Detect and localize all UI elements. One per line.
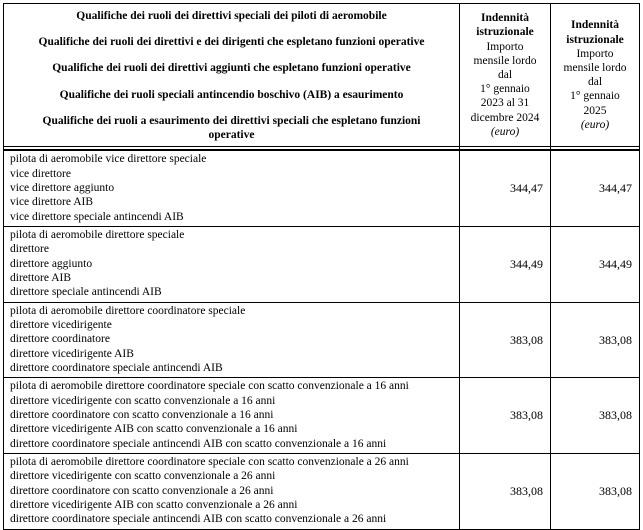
column-header-title: Indennità istruzionale xyxy=(476,12,534,39)
qualifications-cell: pilota di aeromobile vice direttore spec… xyxy=(3,149,460,227)
qualifications-cell: pilota di aeromobile direttore coordinat… xyxy=(3,453,460,530)
column-header-title: Indennità istruzionale xyxy=(566,19,624,46)
qualifications-cell: pilota di aeromobile direttore speciale … xyxy=(3,225,460,303)
value-2023-2024-cell: 344,49 xyxy=(459,225,551,303)
value-2023-2024-cell: 344,47 xyxy=(459,149,551,227)
column-header-unit: (euro) xyxy=(580,118,610,131)
qualifications-header: Qualifiche dei ruoli dei direttivi speci… xyxy=(3,2,460,148)
column-header-2025: Indennità istruzionale Importo mensile l… xyxy=(550,2,640,148)
table-row: pilota di aeromobile direttore coordinat… xyxy=(3,453,640,530)
value-2025-cell: 344,49 xyxy=(550,225,640,303)
header-body-divider xyxy=(3,146,640,152)
header-row: Qualifiche dei ruoli dei direttivi speci… xyxy=(3,2,640,148)
value-2025-cell: 383,08 xyxy=(550,301,640,379)
column-header-subtitle: Importo mensile lordo dal 1° gennaio 202… xyxy=(563,47,627,117)
qualification-group-title: Qualifiche dei ruoli dei direttivi e dei… xyxy=(38,36,425,49)
value-2025-cell: 383,08 xyxy=(550,377,640,455)
qualifications-cell: pilota di aeromobile direttore coordinat… xyxy=(3,377,460,455)
qualification-group-title: Qualifiche dei ruoli dei direttivi aggiu… xyxy=(52,62,411,75)
qualifications-cell: pilota di aeromobile direttore coordinat… xyxy=(3,301,460,379)
value-2023-2024-cell: 383,08 xyxy=(459,301,551,379)
indemnity-table: Qualifiche dei ruoli dei direttivi speci… xyxy=(3,2,640,530)
value-2025-cell: 344,47 xyxy=(550,149,640,227)
qualification-group-title: Qualifiche dei ruoli dei direttivi speci… xyxy=(76,10,387,22)
table-row: pilota di aeromobile direttore coordinat… xyxy=(3,301,640,379)
divider-cell xyxy=(550,146,640,152)
column-header-subtitle: Importo mensile lordo dal 1° gennaio 202… xyxy=(470,40,540,124)
table-row: pilota di aeromobile vice direttore spec… xyxy=(3,149,640,227)
value-2025-cell: 383,08 xyxy=(550,453,640,530)
column-header-2023-2024: Indennità istruzionale Importo mensile l… xyxy=(459,2,551,148)
value-2023-2024-cell: 383,08 xyxy=(459,377,551,455)
column-header-unit: (euro) xyxy=(490,125,520,138)
table-row: pilota di aeromobile direttore coordinat… xyxy=(3,377,640,455)
table-row: pilota di aeromobile direttore speciale … xyxy=(3,225,640,303)
value-2023-2024-cell: 383,08 xyxy=(459,453,551,530)
qualification-group-title: Qualifiche dei ruoli a esaurimento dei d… xyxy=(42,114,421,142)
qualification-group-title: Qualifiche dei ruoli speciali antincendi… xyxy=(59,88,404,101)
